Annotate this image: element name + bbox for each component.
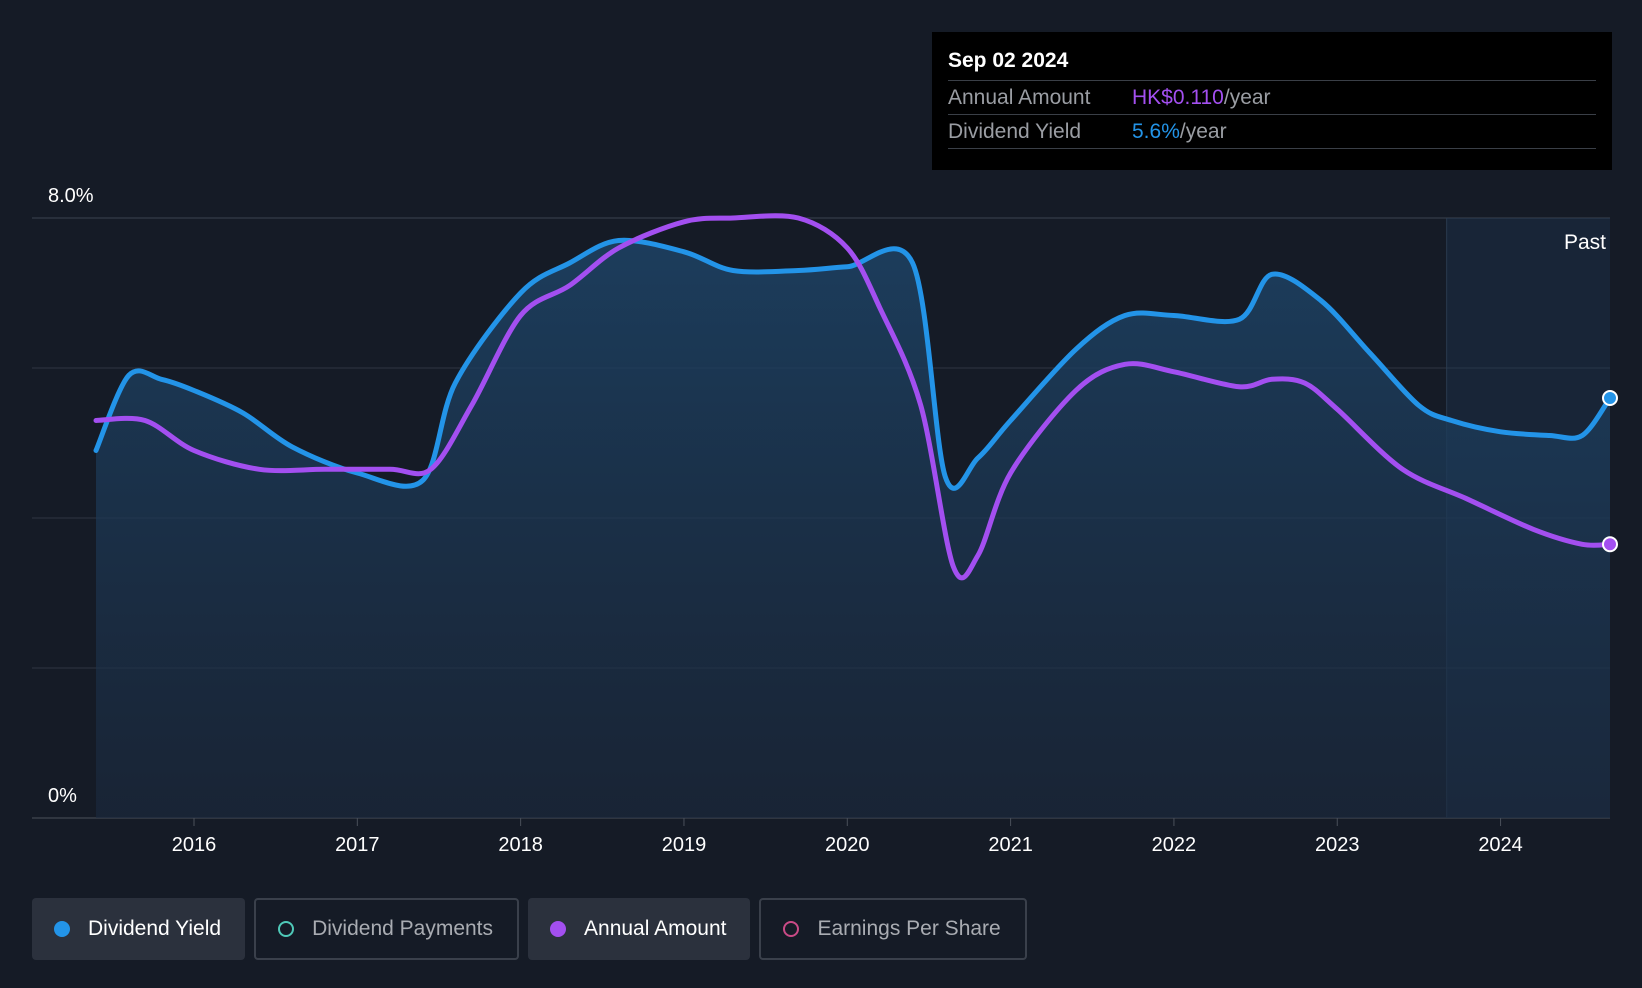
x-tick-label: 2022 xyxy=(1152,834,1197,856)
tooltip-label: Annual Amount xyxy=(948,86,1091,109)
tooltip-label: Dividend Yield xyxy=(948,120,1082,143)
y-tick-label: 8.0% xyxy=(48,185,94,207)
legend-dot-icon xyxy=(54,921,70,937)
chart-legend: Dividend Yield Dividend Payments Annual … xyxy=(32,898,1027,960)
x-tick-label: 2020 xyxy=(825,834,870,856)
x-tick-label: 2021 xyxy=(988,834,1033,856)
tooltip-value: 5.6% xyxy=(1132,120,1180,143)
x-tick-label: 2023 xyxy=(1315,834,1360,856)
past-region-label: Past xyxy=(1564,231,1606,254)
annual-amount-end-marker xyxy=(1602,536,1618,553)
annual-amount-line xyxy=(93,213,1613,581)
tooltip-date: Sep 02 2024 xyxy=(948,46,1596,81)
dividend-yield-end-marker xyxy=(1602,390,1618,406)
x-tick-label: 2024 xyxy=(1478,834,1523,856)
legend-dot-icon xyxy=(783,921,800,937)
x-tick-label: 2017 xyxy=(335,834,380,856)
chart-tooltip: Sep 02 2024 Annual Amount HK$0.110 /year… xyxy=(932,32,1612,170)
dividend-yield-line xyxy=(93,237,1613,491)
legend-annual-amount-button[interactable]: Annual Amount xyxy=(528,898,751,960)
dividend-yield-area xyxy=(96,240,1610,818)
tooltip-row-annual-amount: Annual Amount HK$0.110 /year xyxy=(948,81,1596,115)
x-tick-label: 2016 xyxy=(172,834,217,856)
legend-label: Dividend Payments xyxy=(312,917,494,940)
x-tick-label: 2018 xyxy=(498,834,543,856)
legend-label: Earnings Per Share xyxy=(817,917,1001,940)
tooltip-unit: /year xyxy=(1223,86,1271,109)
legend-dot-icon xyxy=(278,921,295,937)
legend-dividend-payments-button[interactable]: Dividend Payments xyxy=(254,898,520,960)
legend-dividend-yield-button[interactable]: Dividend Yield xyxy=(32,898,246,960)
y-tick-label: 0% xyxy=(48,785,77,807)
tooltip-value: HK$0.110 xyxy=(1132,86,1224,109)
x-tick-label: 2019 xyxy=(662,834,707,856)
legend-earnings-per-share-button[interactable]: Earnings Per Share xyxy=(759,898,1027,960)
tooltip-row-dividend-yield: Dividend Yield 5.6% /year xyxy=(948,115,1596,149)
legend-dot-icon xyxy=(550,921,567,937)
legend-label: Dividend Yield xyxy=(88,917,222,940)
legend-label: Annual Amount xyxy=(584,917,727,940)
tooltip-unit: /year xyxy=(1179,120,1227,143)
